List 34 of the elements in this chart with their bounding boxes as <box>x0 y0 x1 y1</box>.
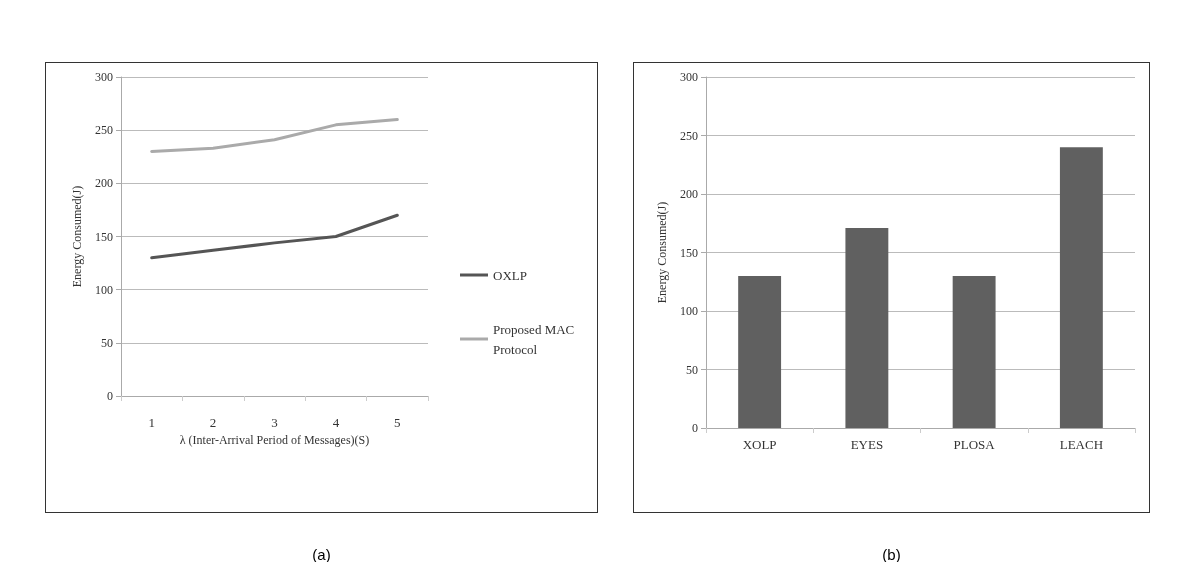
y-tick-label: 100 <box>680 304 698 318</box>
y-tick-label: 50 <box>101 335 113 350</box>
x-tick-label: 1 <box>148 415 155 430</box>
x-tick-label: 2 <box>209 415 217 430</box>
legend-label: OXLP <box>493 267 527 283</box>
y-tick-label: 300 <box>95 70 113 84</box>
y-tick-label: 0 <box>692 421 698 435</box>
y-tick-label: 250 <box>680 128 698 143</box>
y-axis-title: Energy Consumed(J) <box>70 185 84 288</box>
y-tick-label: 0 <box>107 389 113 403</box>
legend-label: Proposed MAC Protocol <box>493 321 578 357</box>
x-tick-label: XOLP <box>742 437 777 452</box>
y-tick-label: 250 <box>95 123 113 138</box>
bar <box>952 275 996 428</box>
line-series <box>150 213 399 260</box>
bar <box>845 227 889 428</box>
x-tick-label: EYES <box>850 437 884 452</box>
y-tick-label: 100 <box>95 282 113 297</box>
x-axis-title: λ (Inter-Arrival Period of Messages)(S) <box>179 433 370 447</box>
x-tick-label: LEACH <box>1059 437 1104 452</box>
y-tick-label: 50 <box>686 362 698 377</box>
bar <box>738 275 782 428</box>
y-tick-label: 300 <box>680 70 698 84</box>
bar <box>1059 147 1103 428</box>
y-tick-label: 150 <box>680 245 698 260</box>
y-tick-label: 200 <box>680 187 698 201</box>
y-axis-title: Energy Consumed(J) <box>655 201 669 304</box>
x-tick-label: 4 <box>332 415 340 430</box>
x-tick-label: 5 <box>394 415 401 430</box>
y-tick-label: 200 <box>95 176 113 191</box>
line-series <box>150 118 399 153</box>
x-tick-label: 3 <box>271 415 278 430</box>
x-tick-label: PLOSA <box>953 437 996 452</box>
y-tick-label: 150 <box>95 229 113 244</box>
